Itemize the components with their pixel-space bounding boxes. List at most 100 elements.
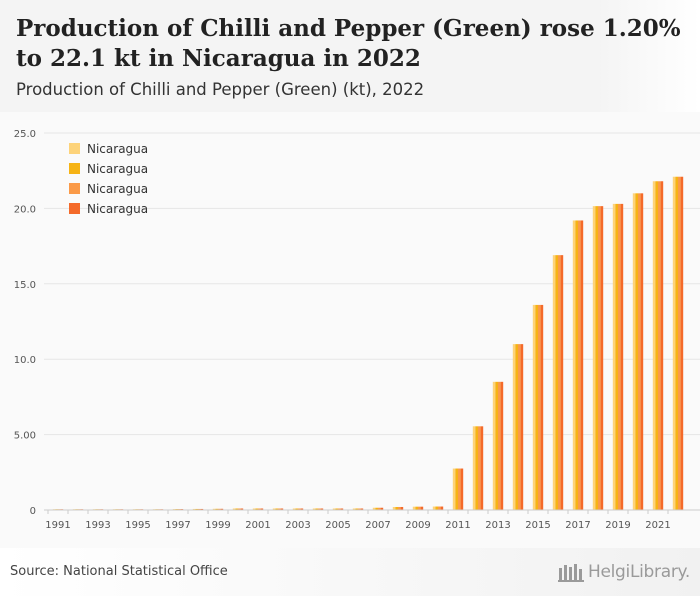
- bar: [672, 176, 676, 510]
- bar: [592, 206, 596, 510]
- bar: [415, 506, 418, 510]
- bar: [438, 506, 441, 510]
- y-tick-label: 0: [30, 506, 36, 517]
- bar: [618, 203, 621, 510]
- bar: [372, 507, 376, 510]
- x-tick-label: 1993: [85, 520, 110, 531]
- bar: [478, 426, 481, 510]
- bar: [192, 508, 196, 510]
- bar: [420, 506, 424, 510]
- bar: [498, 381, 501, 510]
- bar: [660, 181, 664, 511]
- x-tick-label: 2011: [445, 520, 470, 531]
- bar: [680, 176, 684, 510]
- y-tick-label: 25.0: [14, 129, 36, 140]
- bar: [580, 220, 584, 510]
- bar: [572, 220, 576, 510]
- legend-swatch: [69, 143, 80, 154]
- bar: [235, 508, 238, 510]
- y-tick-label: 5.00: [14, 431, 36, 442]
- bar: [352, 508, 356, 510]
- library-building-icon: [557, 564, 584, 582]
- bar: [238, 508, 241, 510]
- bar: [275, 508, 278, 510]
- bar: [535, 304, 538, 510]
- x-tick-label: 1999: [205, 520, 230, 531]
- bar: [355, 508, 358, 510]
- bar: [315, 508, 318, 510]
- bar: [220, 508, 224, 510]
- bar: [575, 220, 578, 510]
- bar: [558, 255, 561, 510]
- bar: [640, 193, 644, 510]
- bar: [295, 508, 298, 510]
- bar: [260, 508, 264, 510]
- bar: [452, 468, 456, 510]
- bar: [552, 255, 556, 510]
- x-tick-label: 2005: [325, 520, 350, 531]
- bar: [560, 255, 564, 510]
- x-tick-label: 2009: [405, 520, 430, 531]
- bar: [538, 304, 541, 510]
- x-tick-label: 2017: [565, 520, 590, 531]
- bar: [435, 506, 438, 510]
- logo-text: HelgiLibrary.: [587, 562, 690, 582]
- bar: [598, 206, 601, 510]
- x-tick-label: 2003: [285, 520, 310, 531]
- header: Production of Chilli and Pepper (Green) …: [0, 0, 700, 112]
- y-tick-label: 20.0: [14, 204, 36, 215]
- bar: [632, 193, 636, 510]
- bar: [278, 508, 281, 510]
- bar: [512, 344, 516, 510]
- x-tick-label: 2001: [245, 520, 270, 531]
- bar: [418, 506, 421, 510]
- legend-label: Nicaragua: [87, 162, 148, 176]
- bar: [612, 203, 616, 510]
- bar: [518, 344, 521, 510]
- source-note: Source: National Statistical Office: [10, 564, 228, 579]
- legend-swatch: [69, 163, 80, 174]
- bar: [495, 381, 498, 510]
- bar: [360, 508, 364, 510]
- bar: [218, 508, 221, 510]
- x-tick-label: 2019: [605, 520, 630, 531]
- bar: [492, 381, 496, 510]
- bar: [480, 426, 484, 510]
- bar: [532, 304, 536, 510]
- bar: [412, 506, 416, 510]
- bar: [215, 508, 218, 510]
- bar: [335, 508, 338, 510]
- bar: [200, 508, 204, 510]
- bar: [292, 508, 296, 510]
- bar: [555, 255, 558, 510]
- chart-subtitle: Production of Chilli and Pepper (Green) …: [16, 80, 425, 99]
- bar: [635, 193, 638, 510]
- bar: [578, 220, 581, 510]
- y-tick-label: 10.0: [14, 355, 36, 366]
- bar: [400, 506, 404, 510]
- x-tick-label: 1991: [45, 520, 70, 531]
- bar: [212, 508, 216, 510]
- legend-label: Nicaragua: [87, 142, 148, 156]
- bar: [300, 508, 304, 510]
- bar: [500, 381, 504, 510]
- bar: [255, 508, 258, 510]
- bar: [240, 508, 244, 510]
- chart-title: Production of Chilli and Pepper (Green) …: [16, 15, 681, 72]
- bar: [540, 304, 544, 510]
- bar: [515, 344, 518, 510]
- bar: [320, 508, 324, 510]
- legend: Nicaragua Nicaragua Nicaragua Nicaragua: [69, 142, 148, 216]
- bar: [675, 176, 678, 510]
- bar: [655, 181, 658, 511]
- axis-layer: 0 5.00 10.0 15.0 20.0 25.0 1991 1993 1995 1997 199…: [14, 129, 700, 531]
- bar: [258, 508, 261, 510]
- x-tick-label: 2021: [645, 520, 670, 531]
- bar: [380, 507, 384, 510]
- bar: [298, 508, 301, 510]
- bar: [615, 203, 618, 510]
- legend-swatch: [69, 183, 80, 194]
- bars-layer: [52, 176, 684, 511]
- bar: [375, 507, 378, 510]
- x-tick-label: 2007: [365, 520, 390, 531]
